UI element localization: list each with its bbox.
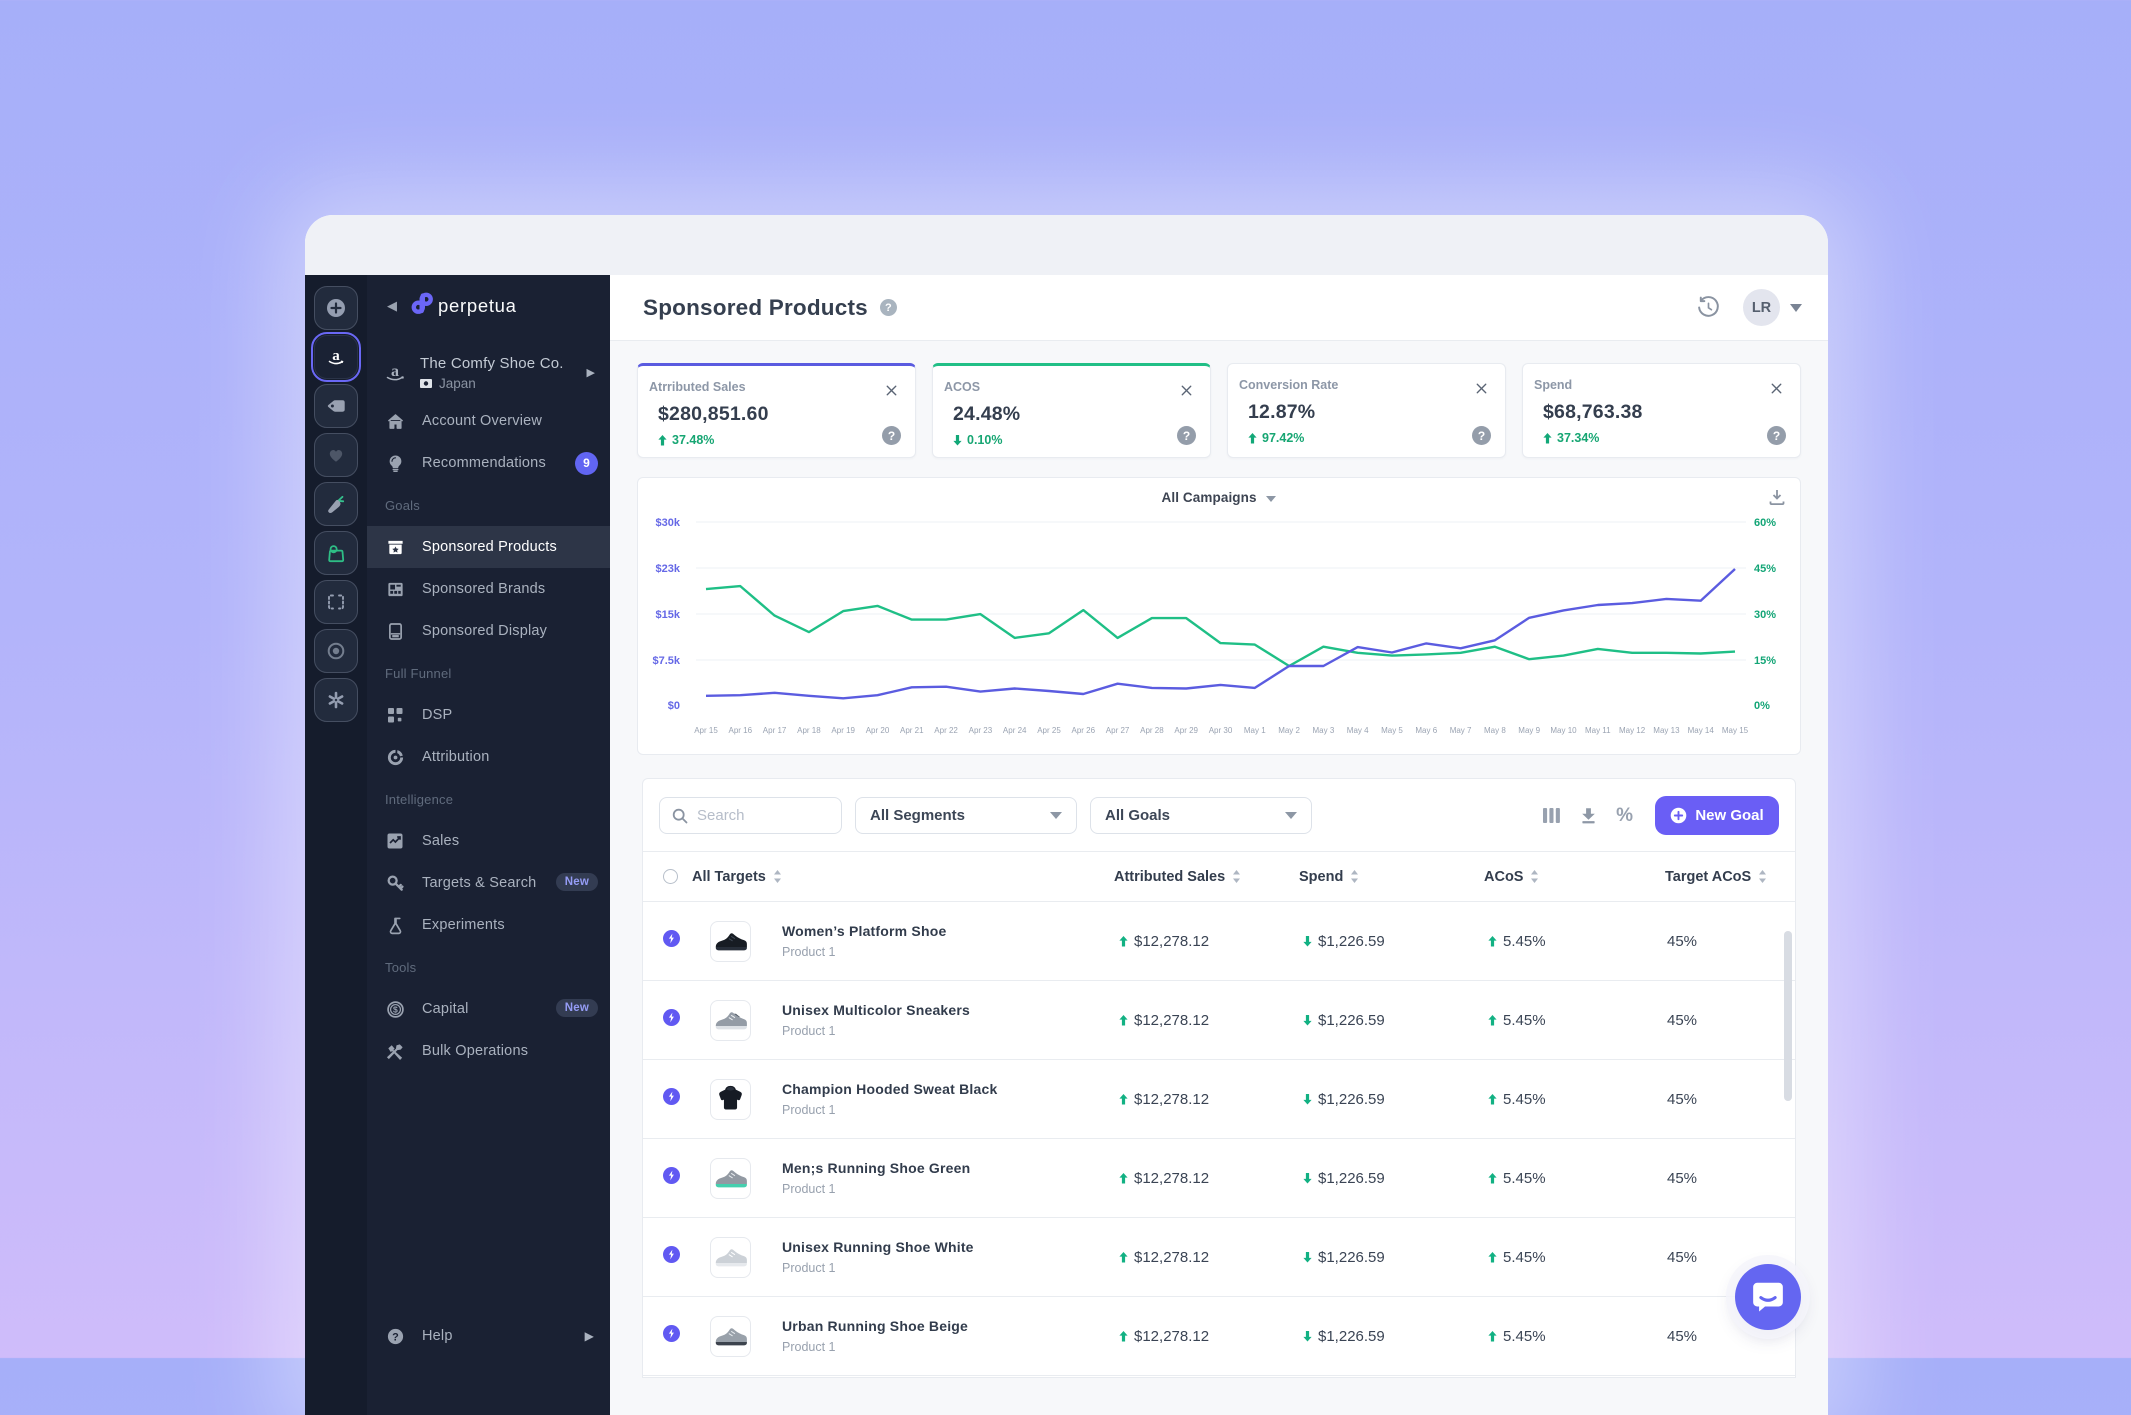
svg-text:Apr 24: Apr 24 xyxy=(1003,726,1027,735)
svg-text:30%: 30% xyxy=(1754,609,1776,621)
svg-text:May 3: May 3 xyxy=(1313,726,1335,735)
svg-text:perpetua: perpetua xyxy=(438,295,517,316)
svg-text:Apr 29: Apr 29 xyxy=(1174,726,1198,735)
svg-text:$0: $0 xyxy=(668,700,680,712)
svg-text:May 11: May 11 xyxy=(1585,726,1611,735)
svg-text:Apr 23: Apr 23 xyxy=(969,726,993,735)
svg-text:May 5: May 5 xyxy=(1381,726,1403,735)
svg-text:May 4: May 4 xyxy=(1347,726,1369,735)
svg-text:Apr 16: Apr 16 xyxy=(729,726,753,735)
svg-text:$23k: $23k xyxy=(656,563,681,575)
svg-text:0%: 0% xyxy=(1754,700,1770,712)
svg-text:Apr 18: Apr 18 xyxy=(797,726,821,735)
svg-text:Apr 15: Apr 15 xyxy=(694,726,718,735)
svg-text:Apr 30: Apr 30 xyxy=(1209,726,1233,735)
svg-text:60%: 60% xyxy=(1754,517,1776,529)
svg-text:May 12: May 12 xyxy=(1619,726,1646,735)
svg-text:May 6: May 6 xyxy=(1415,726,1437,735)
svg-text:May 1: May 1 xyxy=(1244,726,1266,735)
svg-text:$15k: $15k xyxy=(656,609,681,621)
svg-text:Apr 25: Apr 25 xyxy=(1037,726,1061,735)
svg-text:May 7: May 7 xyxy=(1450,726,1472,735)
svg-text:May 13: May 13 xyxy=(1653,726,1680,735)
svg-text:$30k: $30k xyxy=(656,517,681,529)
svg-text:May 8: May 8 xyxy=(1484,726,1506,735)
svg-text:15%: 15% xyxy=(1754,655,1776,667)
svg-text:May 9: May 9 xyxy=(1518,726,1540,735)
svg-text:45%: 45% xyxy=(1754,563,1776,575)
svg-text:Apr 21: Apr 21 xyxy=(900,726,924,735)
svg-text:Apr 28: Apr 28 xyxy=(1140,726,1164,735)
svg-text:$: $ xyxy=(393,1004,398,1014)
svg-text:Apr 26: Apr 26 xyxy=(1072,726,1096,735)
svg-text:May 15: May 15 xyxy=(1722,726,1749,735)
svg-text:a: a xyxy=(391,363,399,380)
svg-text:a: a xyxy=(332,348,340,364)
svg-text:Apr 17: Apr 17 xyxy=(763,726,787,735)
svg-text:May 14: May 14 xyxy=(1688,726,1715,735)
svg-text:$7.5k: $7.5k xyxy=(652,655,680,667)
svg-text:?: ? xyxy=(392,1331,399,1343)
svg-text:May 2: May 2 xyxy=(1278,726,1300,735)
svg-text:May 10: May 10 xyxy=(1550,726,1577,735)
svg-text:Apr 22: Apr 22 xyxy=(934,726,958,735)
svg-text:Apr 20: Apr 20 xyxy=(866,726,890,735)
svg-text:Apr 19: Apr 19 xyxy=(831,726,855,735)
svg-text:Apr 27: Apr 27 xyxy=(1106,726,1130,735)
